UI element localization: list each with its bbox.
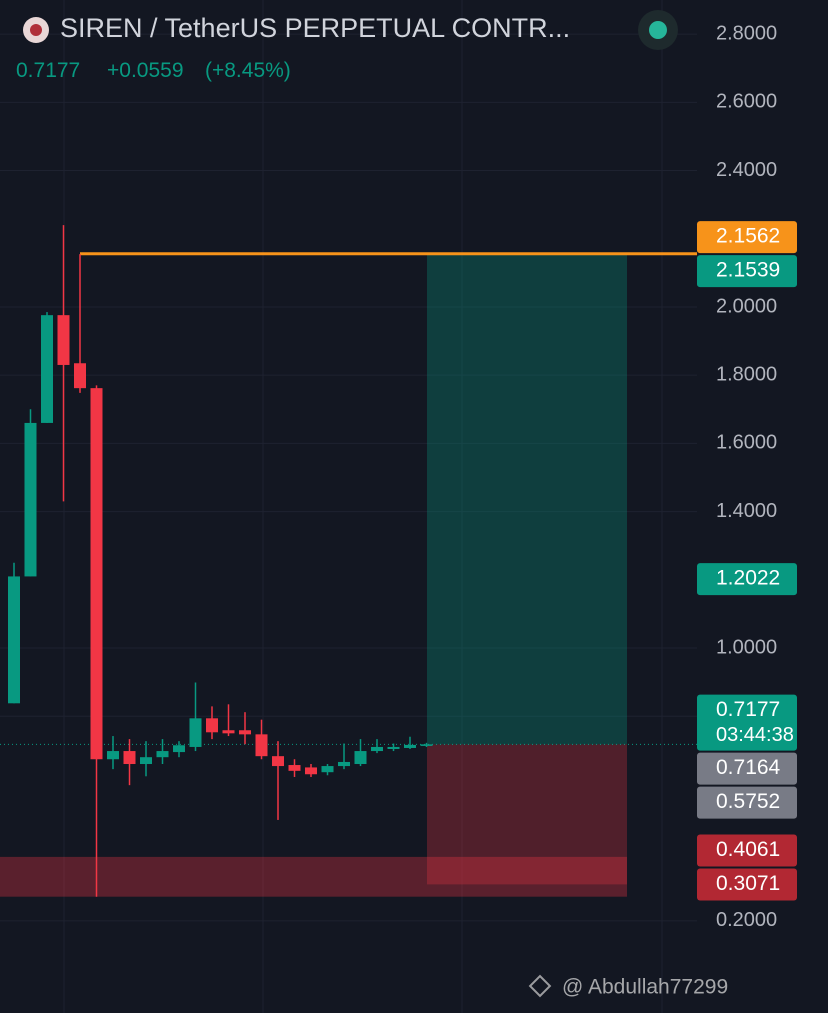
price-label: 0.7177 [716, 698, 780, 721]
price-label: 0.3071 [716, 872, 780, 895]
candle-body [239, 730, 251, 735]
y-tick-label: 1.6000 [716, 432, 777, 454]
y-tick-label: 0.2000 [716, 909, 777, 931]
position-loss [427, 744, 627, 885]
price-label-box [697, 786, 797, 819]
candle-body [189, 718, 202, 747]
candle-body [123, 751, 136, 765]
time-grid [63, 0, 663, 1013]
y-tick-label: 1.4000 [716, 500, 777, 522]
price-label-box [697, 752, 797, 785]
price-label-box [697, 868, 797, 901]
symbol-title[interactable]: SIREN / TetherUS PERPETUAL CONTR... [60, 13, 570, 43]
price-label-box [697, 255, 797, 288]
price-change-pct: (+8.45%) [205, 59, 291, 82]
watermark: @ Abdullah77299 [528, 974, 728, 999]
candle-body [272, 756, 284, 767]
y-tick-label: 2.6000 [716, 91, 777, 113]
candle-body [173, 745, 185, 753]
header: SIREN / TetherUS PERPETUAL CONTR... 0.71… [16, 10, 678, 82]
position-profit [427, 254, 627, 745]
candle-body [354, 751, 367, 765]
candle-body [387, 746, 400, 750]
y-tick-label: 2.8000 [716, 22, 777, 44]
plot: 2.8000 2.6000 2.4000 2.0000 1.8000 1.6000 1.40… [0, 22, 797, 931]
candle-body [140, 757, 152, 765]
candle-body [404, 744, 416, 748]
watermark-text: @ Abdullah77299 [562, 976, 728, 999]
y-tick-label: 1.8000 [716, 363, 777, 385]
y-tick-label: 1.0000 [716, 636, 777, 658]
price-label: 0.5752 [716, 790, 780, 813]
candle-body [57, 315, 70, 365]
candle-body [288, 765, 301, 771]
candle-body [156, 751, 169, 758]
symbol-icon-inner [30, 24, 42, 36]
price-label: 0.4061 [716, 838, 780, 861]
price-line: 0.7177 +0.0559 (+8.45%) [16, 59, 291, 82]
price-label-box [697, 834, 797, 867]
price-label-box [697, 694, 797, 751]
price-label-box [697, 563, 797, 596]
countdown: 03:44:38 [716, 724, 794, 746]
candle-body [321, 766, 334, 773]
watermark-icon [528, 974, 552, 998]
price-label: 1.2022 [716, 567, 780, 590]
price-label: 2.1539 [716, 259, 780, 282]
zone [0, 856, 627, 897]
last-price: 0.7177 [16, 59, 80, 82]
candle-body [41, 315, 53, 423]
status-dot [649, 21, 667, 39]
candle-body [222, 730, 235, 734]
y-tick-label: 2.0000 [716, 295, 777, 317]
y-tick-label: 2.4000 [716, 159, 777, 181]
candle-body [90, 388, 103, 760]
candle-body [206, 718, 218, 733]
candle-body [74, 363, 86, 389]
price-label: 0.7164 [716, 756, 781, 779]
candle-body [255, 734, 268, 757]
price-change: +0.0559 [107, 59, 184, 82]
candle-body [420, 744, 433, 746]
candle-body [305, 767, 317, 775]
candle-body [338, 761, 350, 767]
price-label-box [697, 221, 797, 254]
price-label: 2.1562 [716, 225, 780, 248]
candle-body [8, 576, 20, 704]
candle-body [24, 422, 37, 577]
candle-body [371, 746, 383, 752]
candle-body [107, 751, 119, 760]
